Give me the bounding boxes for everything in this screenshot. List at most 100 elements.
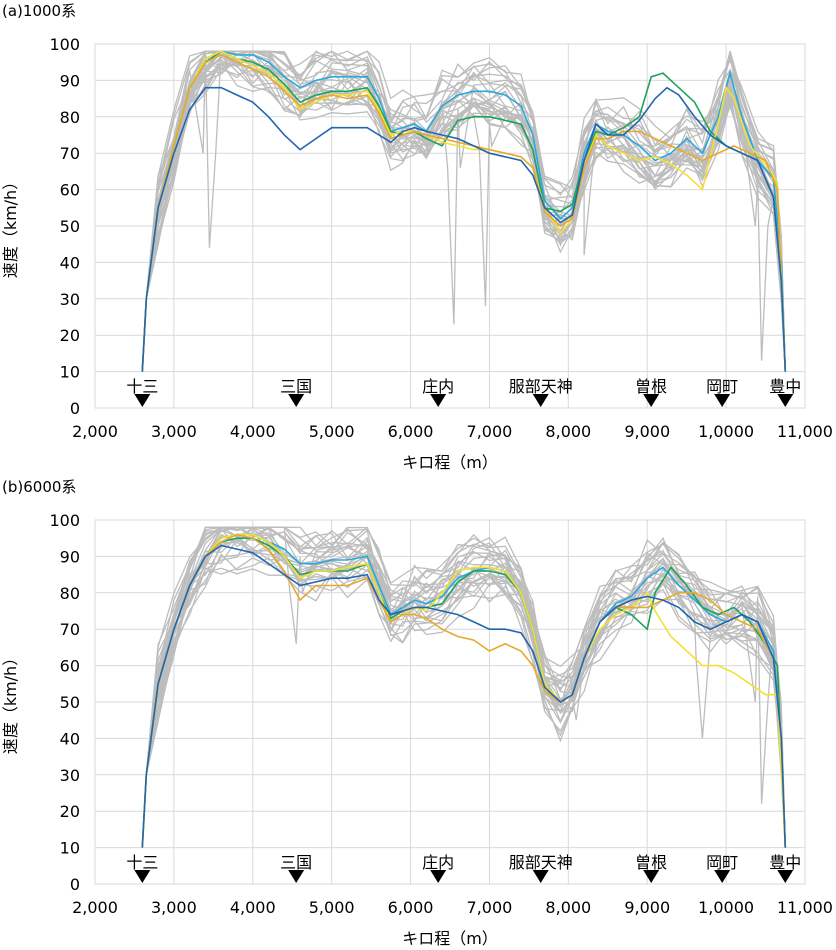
y-tick-label: 20 <box>60 802 80 821</box>
background-trace <box>141 567 786 848</box>
station-marker <box>134 394 151 407</box>
y-tick-label: 30 <box>60 290 80 309</box>
background-trace <box>141 58 786 372</box>
x-tick-label: 9,000 <box>624 898 670 917</box>
y-tick-label: 90 <box>60 71 80 90</box>
x-tick-label: 6,000 <box>388 898 434 917</box>
background-trace <box>141 50 786 372</box>
y-tick-label: 0 <box>70 399 80 418</box>
y-tick-label: 80 <box>60 108 80 127</box>
background-trace <box>141 50 786 372</box>
panel-b-title: (b)6000系 <box>2 478 77 496</box>
y-tick-label: 100 <box>49 511 80 530</box>
x-tick-label: 4,000 <box>230 898 276 917</box>
y-tick-label: 90 <box>60 547 80 566</box>
x-tick-label: 11,000 <box>777 422 833 441</box>
series-line <box>141 533 787 848</box>
station-marker <box>288 870 305 883</box>
plot-frame <box>94 43 806 409</box>
x-tick-label: 5,000 <box>309 898 355 917</box>
y-tick-label: 70 <box>60 144 80 163</box>
series-line <box>141 544 787 848</box>
background-trace <box>141 50 786 372</box>
station-label: 庄内 <box>422 377 454 396</box>
station-marker <box>288 394 305 407</box>
background-trace <box>141 50 786 372</box>
background-trace <box>141 526 786 848</box>
chart-b: 0 10 20 30 40 50 60 70 80 90 100 2,000 3,000 4,000 5,0… <box>1 511 833 948</box>
background-trace <box>141 50 786 372</box>
x-tick-label: 8,000 <box>545 422 591 441</box>
x-tick-label: 4,000 <box>230 422 276 441</box>
series-line <box>141 86 787 372</box>
background-trace <box>141 557 786 848</box>
x-tick-label: 11,000 <box>777 898 833 917</box>
series-line <box>141 50 787 372</box>
station-label: 豊中 <box>769 853 801 872</box>
background-trace <box>141 50 786 372</box>
background-trace <box>141 541 786 848</box>
station-marker <box>532 394 549 407</box>
x-tick-label: 3,000 <box>151 422 197 441</box>
x-tick-label: 2,000 <box>72 898 118 917</box>
chart-a: 0 10 20 30 40 50 60 70 80 90 100 2,000 3,000 4,000 5,0… <box>1 35 833 472</box>
background-trace <box>141 50 786 372</box>
series-line <box>141 537 787 848</box>
station-label: 岡町 <box>706 853 738 872</box>
station-label: 十三 <box>126 377 158 396</box>
station-label: 十三 <box>126 853 158 872</box>
x-tick-label: 8,000 <box>545 898 591 917</box>
station-marker <box>777 394 794 407</box>
station-marker <box>134 870 151 883</box>
x-axis-title: キロ程（m） <box>402 929 498 948</box>
background-trace <box>141 535 786 848</box>
station-marker <box>714 870 731 883</box>
background-trace <box>141 50 786 372</box>
background-trace <box>141 55 786 372</box>
y-tick-label: 0 <box>70 875 80 894</box>
series-line <box>141 533 787 848</box>
background-trace <box>141 550 786 848</box>
series-line <box>141 54 787 372</box>
background-trace <box>141 553 786 848</box>
station-label: 服部天神 <box>509 853 573 872</box>
x-tick-label: 1,0000 <box>698 898 754 917</box>
background-trace <box>141 61 786 372</box>
station-marker <box>714 394 731 407</box>
y-tick-label: 100 <box>49 35 80 54</box>
x-tick-label: 1,0000 <box>698 422 754 441</box>
background-trace <box>141 50 786 372</box>
x-tick-label: 2,000 <box>72 422 118 441</box>
y-tick-label: 40 <box>60 729 80 748</box>
x-tick-label: 3,000 <box>151 898 197 917</box>
x-tick-label: 9,000 <box>624 422 670 441</box>
background-trace <box>141 538 786 848</box>
y-axis-title: 速度（km/h） <box>1 650 20 754</box>
station-marker <box>430 394 447 407</box>
station-label: 三国 <box>280 377 312 396</box>
station-label: 岡町 <box>706 377 738 396</box>
station-label: 豊中 <box>769 377 801 396</box>
station-label: 服部天神 <box>509 377 573 396</box>
station-label: 庄内 <box>422 853 454 872</box>
background-trace <box>141 50 786 372</box>
background-trace <box>141 50 786 372</box>
background-trace <box>141 55 786 372</box>
plot-frame <box>94 519 806 885</box>
y-tick-label: 10 <box>60 839 80 858</box>
station-label: 曽根 <box>635 377 667 396</box>
y-tick-label: 50 <box>60 217 80 236</box>
panel-a-title: (a)1000系 <box>2 2 77 20</box>
x-tick-label: 7,000 <box>467 422 513 441</box>
y-tick-label: 60 <box>60 181 80 200</box>
x-tick-label: 6,000 <box>388 422 434 441</box>
background-trace <box>141 52 786 372</box>
y-tick-label: 30 <box>60 766 80 785</box>
y-tick-label: 60 <box>60 657 80 676</box>
y-tick-label: 10 <box>60 363 80 382</box>
y-tick-label: 80 <box>60 584 80 603</box>
x-tick-label: 5,000 <box>309 422 355 441</box>
series-line <box>141 50 787 372</box>
station-marker <box>643 870 660 883</box>
station-marker <box>777 870 794 883</box>
